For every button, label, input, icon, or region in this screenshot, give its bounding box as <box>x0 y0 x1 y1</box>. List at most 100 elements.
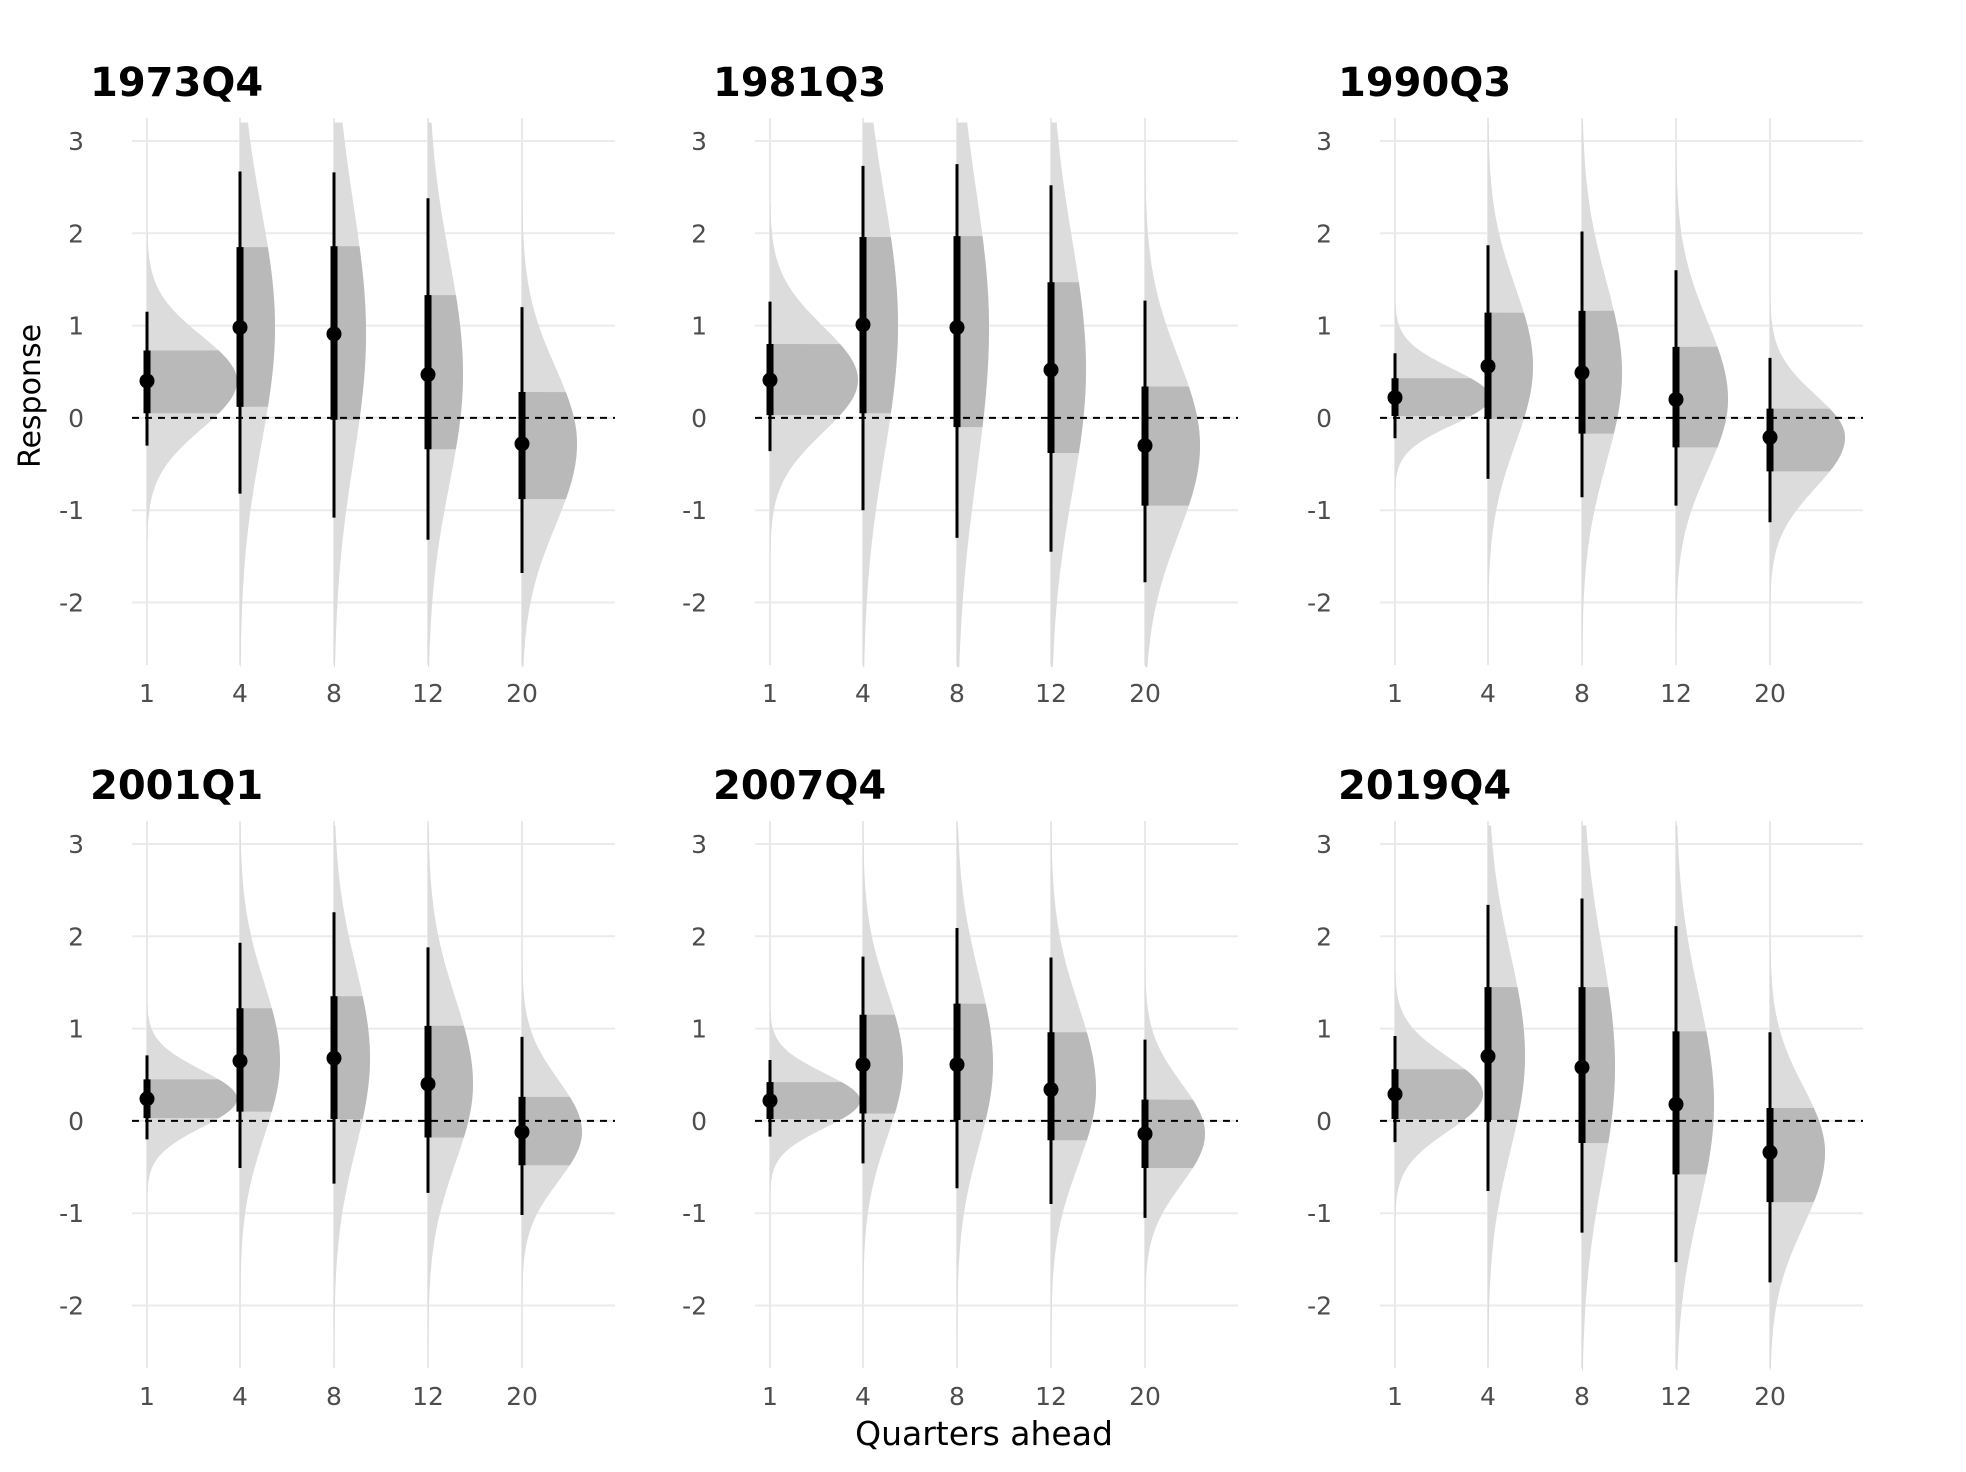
density-inner <box>334 996 370 1120</box>
median-point <box>139 1091 155 1107</box>
density-inner <box>1582 310 1622 434</box>
y-tick-label: 3 <box>691 830 707 859</box>
x-tick-label: 4 <box>232 1382 248 1411</box>
x-tick-label: 12 <box>1660 1382 1692 1411</box>
y-tick-label: 3 <box>68 830 84 859</box>
density-inner <box>147 350 237 414</box>
median-point <box>1668 391 1684 407</box>
density-inner <box>1145 1099 1205 1168</box>
y-tick-label: 2 <box>1316 219 1332 248</box>
y-tick-label: -1 <box>1307 1199 1332 1228</box>
x-tick-label: 4 <box>1480 1382 1496 1411</box>
density-inner <box>428 295 463 450</box>
density-inner <box>240 247 275 407</box>
density-inner <box>1770 408 1845 472</box>
density-inner <box>957 236 989 428</box>
x-tick-label: 20 <box>1129 679 1161 708</box>
density-inner <box>1395 378 1490 417</box>
median-point <box>514 1124 530 1140</box>
density-inner <box>522 392 577 500</box>
y-tick-label: -2 <box>59 589 84 618</box>
median-point <box>1480 358 1496 374</box>
x-tick-label: 8 <box>949 679 965 708</box>
y-tick-label: 0 <box>68 1107 84 1136</box>
median-point <box>949 319 965 335</box>
x-tick-label: 12 <box>1660 679 1692 708</box>
x-tick-label: 1 <box>762 679 778 708</box>
density-inner <box>147 1079 237 1119</box>
y-tick-label: -2 <box>682 1292 707 1321</box>
density-inner <box>770 1082 860 1120</box>
median-point <box>1137 1126 1153 1142</box>
panel-title: 2019Q4 <box>1338 763 1511 809</box>
x-tick-label: 20 <box>506 679 538 708</box>
density-inner <box>1770 1107 1825 1203</box>
y-tick-label: -1 <box>59 1199 84 1228</box>
x-tick-label: 12 <box>1035 1382 1067 1411</box>
y-tick-label: 0 <box>1316 1107 1332 1136</box>
panel-title: 1981Q3 <box>713 60 886 106</box>
density-inner <box>1582 987 1615 1144</box>
panel-title: 1990Q3 <box>1338 60 1511 106</box>
x-tick-label: 20 <box>1754 679 1786 708</box>
x-tick-label: 1 <box>1387 679 1403 708</box>
density-inner <box>957 1003 993 1120</box>
density-inner <box>1488 987 1525 1120</box>
x-tick-label: 12 <box>412 1382 444 1411</box>
x-tick-label: 12 <box>412 679 444 708</box>
y-tick-label: -1 <box>682 1199 707 1228</box>
y-tick-label: -1 <box>682 496 707 525</box>
panel-title: 2001Q1 <box>90 763 263 809</box>
y-axis-label: Response <box>13 324 48 468</box>
median-point <box>1574 365 1590 381</box>
median-point <box>855 317 871 333</box>
median-point <box>420 367 436 383</box>
x-tick-label: 1 <box>139 1382 155 1411</box>
median-point <box>949 1057 965 1073</box>
y-tick-label: -2 <box>59 1292 84 1321</box>
density-inner <box>240 1008 280 1112</box>
density-inner <box>522 1096 582 1166</box>
y-tick-label: 3 <box>68 127 84 156</box>
y-tick-label: 1 <box>68 312 84 341</box>
x-tick-label: 4 <box>1480 679 1496 708</box>
median-point <box>855 1057 871 1073</box>
median-point <box>1668 1096 1684 1112</box>
x-axis-label: Quarters ahead <box>855 1414 1113 1453</box>
y-tick-label: -2 <box>682 589 707 618</box>
median-point <box>1043 362 1059 378</box>
y-tick-label: -1 <box>59 496 84 525</box>
density-inner <box>1488 312 1533 419</box>
density-inner <box>1051 1032 1096 1141</box>
y-tick-label: 1 <box>1316 312 1332 341</box>
median-point <box>1762 1144 1778 1160</box>
median-point <box>762 1093 778 1109</box>
median-point <box>1387 390 1403 406</box>
x-tick-label: 1 <box>762 1382 778 1411</box>
y-tick-label: -2 <box>1307 589 1332 618</box>
median-point <box>139 373 155 389</box>
median-point <box>762 372 778 388</box>
x-tick-label: 8 <box>326 1382 342 1411</box>
median-point <box>1137 438 1153 454</box>
y-tick-label: 2 <box>1316 922 1332 951</box>
density-inner <box>1676 346 1728 448</box>
density-inner <box>334 246 366 420</box>
median-point <box>232 1053 248 1069</box>
y-tick-label: 1 <box>691 1015 707 1044</box>
x-tick-label: 20 <box>1754 1382 1786 1411</box>
y-tick-label: -1 <box>1307 496 1332 525</box>
y-tick-label: 2 <box>691 219 707 248</box>
median-point <box>232 319 248 335</box>
y-tick-label: 1 <box>1316 1015 1332 1044</box>
y-tick-label: 3 <box>1316 830 1332 859</box>
y-tick-label: 2 <box>691 922 707 951</box>
y-tick-label: 1 <box>68 1015 84 1044</box>
y-tick-label: 2 <box>68 922 84 951</box>
